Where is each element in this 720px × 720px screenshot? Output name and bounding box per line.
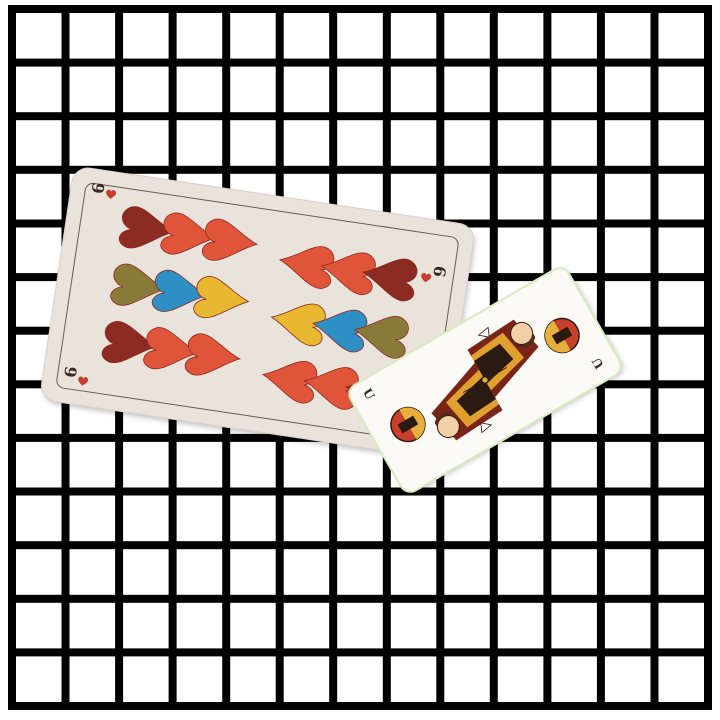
- small-heart-icon: [78, 376, 89, 386]
- grid-line-vertical: [8, 5, 16, 710]
- grid-line-vertical: [704, 5, 712, 710]
- grid-line-horizontal: [8, 5, 712, 13]
- heart-pip-icon: [303, 367, 359, 410]
- card-unter[interactable]: U U: [346, 265, 624, 495]
- grid-line-horizontal: [8, 112, 712, 121]
- small-heart-icon: [106, 189, 117, 199]
- acorns-emblem-icon: [544, 317, 580, 354]
- heart-pip-icon: [261, 361, 318, 404]
- card-index-right: 9: [429, 264, 451, 279]
- double-headed-figure-icon: [431, 319, 539, 441]
- heart-pip-icon: [184, 333, 242, 376]
- grid-line-horizontal: [8, 541, 712, 550]
- grid-line-horizontal: [8, 702, 712, 710]
- card-index-top-left: 9: [87, 181, 108, 195]
- grid-line-horizontal: [8, 594, 712, 603]
- heart-pip-icon: [160, 212, 217, 255]
- heart-pip-icon: [320, 252, 376, 295]
- grid-line-horizontal: [8, 487, 712, 496]
- small-heart-icon: [421, 273, 432, 283]
- heart-pip-icon: [151, 269, 209, 312]
- grid-line-horizontal: [8, 58, 712, 67]
- heart-pip-icon: [201, 218, 259, 261]
- grid-line-horizontal: [8, 648, 712, 657]
- heart-pip-icon: [143, 327, 200, 370]
- heart-pip-icon: [270, 303, 326, 347]
- heart-pip-icon: [362, 258, 418, 302]
- grid-line-vertical: [650, 5, 659, 710]
- heart-pip-icon: [278, 246, 335, 289]
- card-unter-face: [390, 317, 580, 443]
- heart-pip-icon: [118, 206, 176, 249]
- heart-pip-icon: [311, 309, 368, 353]
- heart-pip-icon: [110, 263, 167, 306]
- acorns-emblem-icon: [390, 406, 426, 443]
- heart-pip-icon: [101, 321, 158, 364]
- heart-pip-icon: [193, 276, 250, 319]
- grid-line-horizontal: [8, 165, 712, 174]
- heart-pip-icon: [353, 316, 409, 359]
- card-index-bottom-left: 9: [60, 365, 81, 379]
